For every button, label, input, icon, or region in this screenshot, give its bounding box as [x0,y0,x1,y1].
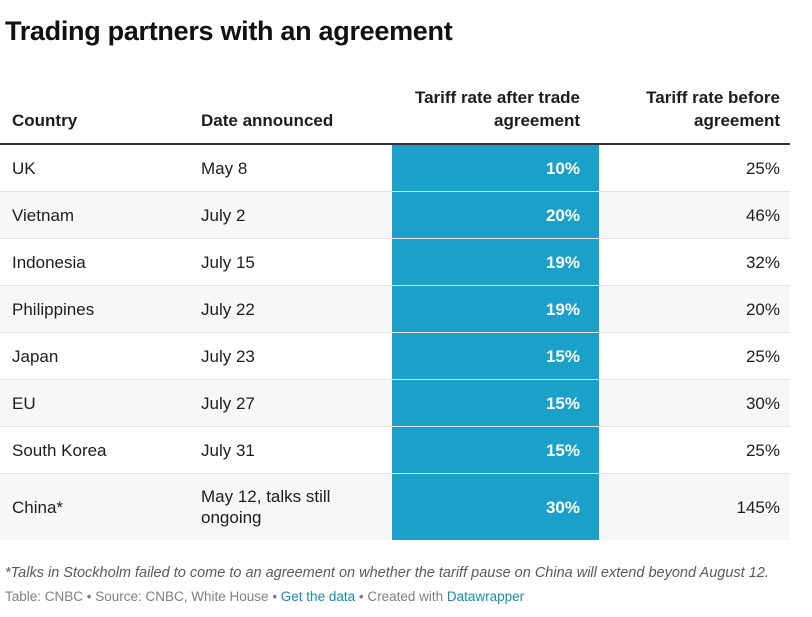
cell-country: Philippines [0,285,189,333]
cell-tariff-after: 10% [392,144,599,192]
cell-country: Indonesia [0,238,189,286]
cell-country: China* [0,473,189,540]
cell-tariff-after: 19% [392,238,599,286]
cell-country: Japan [0,332,189,380]
column-header-tariff-after[interactable]: Tariff rate after trade agreement [392,82,599,145]
cell-tariff-before: 25% [599,144,790,192]
cell-date: July 2 [189,191,392,239]
cell-tariff-after: 20% [392,191,599,239]
table-row: China* May 12, talks still ongoing 30% 145% [0,473,790,540]
credit-line: Table: CNBC • Source: CNBC, White House … [5,589,524,604]
table-row: UK May 8 10% 25% [0,144,790,192]
cell-tariff-after: 15% [392,426,599,474]
cell-country: UK [0,144,189,192]
cell-date: July 22 [189,285,392,333]
cell-date: May 8 [189,144,392,192]
cell-date: July 15 [189,238,392,286]
cell-tariff-after: 15% [392,332,599,380]
table-row: Vietnam July 2 20% 46% [0,191,790,239]
chart-title: Trading partners with an agreement [5,16,453,46]
get-the-data-link[interactable]: Get the data [280,589,356,604]
table-body: UK May 8 10% 25% Vietnam July 2 20% 46% Indonesi… [0,144,790,540]
credit-created-with: • Created with [355,589,447,604]
cell-tariff-after: 30% [392,473,599,540]
tariff-table: Country Date announced Tariff rate after… [0,82,790,540]
cell-tariff-after: 15% [392,379,599,427]
cell-date: July 27 [189,379,392,427]
table-row: Philippines July 22 19% 20% [0,285,790,333]
cell-country: Vietnam [0,191,189,239]
cell-tariff-before: 32% [599,238,790,286]
cell-tariff-after: 19% [392,285,599,333]
cell-country: EU [0,379,189,427]
column-header-tariff-before[interactable]: Tariff rate before agreement [599,82,790,145]
table-row: Indonesia July 15 19% 32% [0,238,790,286]
cell-tariff-before: 20% [599,285,790,333]
datawrapper-link[interactable]: Datawrapper [446,589,525,604]
cell-tariff-before: 25% [599,332,790,380]
cell-date: May 12, talks still ongoing [189,473,392,540]
footnote: *Talks in Stockholm failed to come to an… [5,565,769,581]
column-header-country[interactable]: Country [0,82,189,145]
header-row: Country Date announced Tariff rate after… [0,82,790,145]
cell-tariff-before: 145% [599,473,790,540]
cell-country: South Korea [0,426,189,474]
table-row: Japan July 23 15% 25% [0,332,790,380]
cell-tariff-before: 25% [599,426,790,474]
cell-date: July 23 [189,332,392,380]
table-row: EU July 27 15% 30% [0,379,790,427]
column-header-date[interactable]: Date announced [189,82,392,145]
cell-tariff-before: 46% [599,191,790,239]
credit-source: Table: CNBC • Source: CNBC, White House … [5,589,281,604]
cell-tariff-before: 30% [599,379,790,427]
cell-date: July 31 [189,426,392,474]
table-row: South Korea July 31 15% 25% [0,426,790,474]
